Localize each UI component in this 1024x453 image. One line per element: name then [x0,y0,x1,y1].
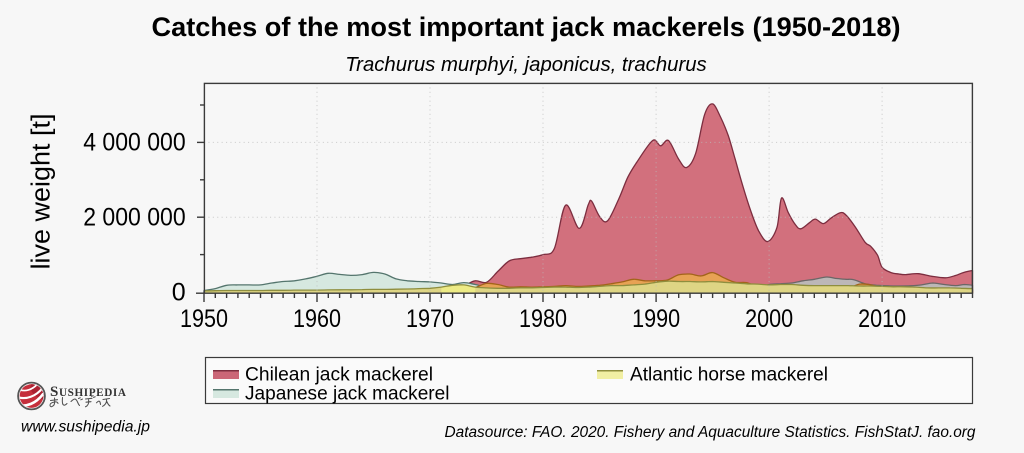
svg-text:Japanese jack mackerel: Japanese jack mackerel [245,384,450,405]
svg-text:2 000 000: 2 000 000 [83,204,186,232]
svg-text:1950: 1950 [180,305,228,333]
svg-text:1980: 1980 [519,305,567,333]
svg-text:Atlantic horse mackerel: Atlantic horse mackerel [630,365,828,386]
svg-text:live weight [t]: live weight [t] [28,114,56,270]
svg-text:1990: 1990 [632,305,680,333]
svg-text:0: 0 [172,278,186,306]
svg-text:Trachurus murphyi, japonicus,: Trachurus murphyi, japonicus, trachurus [345,54,707,76]
svg-text:2010: 2010 [858,305,906,333]
svg-text:SUSHIPEDIA: SUSHIPEDIA [50,384,127,400]
svg-text:4 000 000: 4 000 000 [83,129,186,157]
svg-text:2000: 2000 [745,305,793,333]
svg-text:1960: 1960 [293,305,341,333]
svg-text:Chilean jack mackerel: Chilean jack mackerel [245,365,433,386]
svg-text:1970: 1970 [406,305,454,333]
svg-text:www.sushipedia.jp: www.sushipedia.jp [21,419,150,436]
svg-text:Catches of the most important: Catches of the most important jack macke… [152,12,901,42]
svg-text:Datasource: FAO. 2020. Fishery: Datasource: FAO. 2020. Fishery and Aquac… [445,424,976,441]
